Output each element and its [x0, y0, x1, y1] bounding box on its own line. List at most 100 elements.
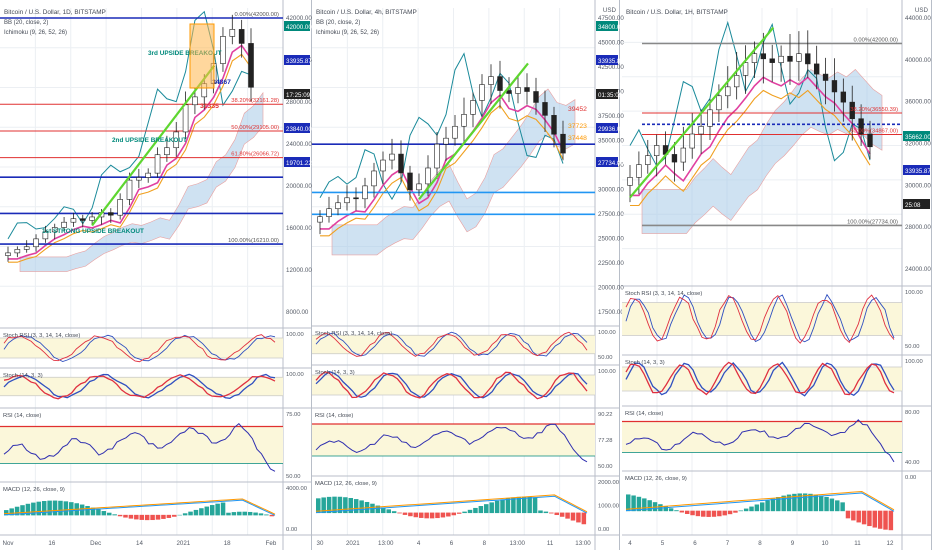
oscillator-band	[0, 338, 283, 358]
oscillator-tick-label: 100.00	[286, 332, 304, 338]
candle-body	[497, 76, 503, 91]
macd-histogram-bar	[861, 510, 867, 525]
candle-body	[389, 153, 395, 161]
price-tick-label: 42500.00	[598, 64, 624, 71]
macd-histogram-bar	[792, 493, 797, 512]
macd-histogram-bar	[722, 510, 727, 516]
macd-histogram-bar	[845, 510, 851, 519]
macd-histogram-bar	[381, 507, 386, 514]
oscillator-label: MACD (12, 26, close, 9)	[3, 487, 65, 493]
macd-histogram-bar	[269, 514, 275, 517]
macd-histogram-bar	[258, 513, 264, 516]
time-tick-label: 30	[317, 540, 324, 547]
price-tick-label: 42000.00	[286, 15, 312, 22]
macd-histogram-bar	[760, 502, 765, 512]
candle-body	[831, 80, 838, 93]
macd-histogram-bar	[883, 510, 888, 530]
macd-histogram-bar	[781, 495, 786, 512]
macd-histogram-bar	[543, 511, 549, 514]
macd-histogram-bar	[631, 495, 636, 512]
oscillator-label: Stoch RSI (3, 3, 14, 14, close)	[315, 331, 392, 337]
trend-line	[418, 62, 529, 200]
macd-histogram-bar	[85, 506, 90, 516]
macd-histogram-bar	[253, 512, 258, 516]
macd-histogram-bar	[776, 497, 781, 512]
macd-histogram-bar	[754, 504, 760, 512]
macd-histogram-bar	[25, 503, 31, 516]
chart-annotation: 37723	[568, 123, 587, 130]
price-tag-box	[284, 89, 310, 99]
macd-histogram-bar	[337, 496, 343, 514]
time-tick-label: 2021	[176, 540, 190, 547]
oscillator-band	[622, 421, 902, 453]
bollinger-band-line	[630, 76, 871, 197]
macd-histogram-bar	[220, 502, 226, 516]
macd-line	[625, 490, 895, 511]
macd-histogram-bar	[489, 502, 494, 514]
macd-histogram-bar	[684, 510, 690, 514]
price-tick-label: 37500.00	[598, 113, 624, 120]
candle-body	[689, 133, 695, 149]
price-tick-label: 27500.00	[598, 211, 624, 218]
oscillator-line	[625, 361, 895, 397]
candle-body	[707, 109, 713, 127]
macd-histogram-bar	[52, 500, 58, 516]
rsi-line	[315, 423, 588, 463]
oscillator-label: MACD (12, 26, close, 9)	[315, 481, 377, 487]
oscillator-tick-label: 0.00	[286, 527, 297, 533]
macd-histogram-bar	[570, 512, 576, 521]
macd-histogram-bar	[123, 514, 128, 518]
macd-histogram-bar	[139, 514, 145, 520]
price-tick-label: 28000.00	[905, 224, 931, 231]
price-tag-box	[596, 55, 618, 65]
candle-body	[858, 118, 864, 135]
oscillator-tick-label: 90.22	[598, 412, 613, 418]
macd-histogram-bar	[134, 514, 139, 520]
candle-body	[680, 147, 687, 163]
bollinger-mid-line	[320, 104, 564, 237]
macd-histogram-bar	[353, 499, 359, 514]
candle-body	[524, 87, 530, 92]
candle-body	[326, 208, 332, 217]
macd-histogram-bar	[727, 510, 733, 515]
time-tick-label: 8	[483, 540, 487, 547]
oscillator-band	[0, 426, 283, 464]
macd-histogram-bar	[96, 509, 101, 516]
macd-histogram-bar	[188, 511, 193, 516]
price-tick-label: 28000.00	[286, 99, 312, 106]
time-tick-label: 6	[693, 540, 697, 547]
macd-histogram-bar	[818, 495, 824, 512]
macd-histogram-bar	[408, 512, 413, 517]
candle-body	[787, 55, 793, 62]
macd-histogram-bar	[565, 512, 570, 519]
chart-title: Bitcoin / U.S. Dollar, 4h, BITSTAMP	[316, 9, 417, 16]
price-tick-label: 8000.00	[286, 309, 309, 316]
macd-histogram-bar	[316, 498, 321, 514]
rsi-line	[625, 419, 895, 463]
candle-body	[488, 76, 494, 85]
candle-body	[849, 101, 855, 120]
macd-histogram-bar	[738, 510, 744, 512]
candle-body	[380, 159, 386, 172]
macd-histogram-bar	[321, 497, 326, 514]
macd-line	[315, 495, 588, 514]
candle-body	[371, 170, 377, 187]
price-tag-box	[596, 89, 618, 99]
oscillator-tick-label: 50.00	[286, 474, 301, 480]
time-tick-label: 11	[547, 540, 554, 547]
price-tick-label: 35000.00	[598, 138, 624, 145]
macd-histogram-bar	[484, 504, 489, 514]
bollinger-mid-line	[630, 89, 871, 207]
macd-histogram-bar	[808, 493, 813, 512]
ichimoku-lagging-line	[629, 20, 871, 167]
macd-histogram-bar	[247, 511, 253, 516]
macd-histogram-bar	[711, 510, 717, 517]
macd-line	[625, 492, 895, 512]
candle-body	[353, 197, 359, 200]
price-tag-box	[284, 55, 310, 65]
oscillator-line	[3, 374, 276, 400]
ichimoku-cloud	[19, 91, 264, 272]
price-tick-label: 45000.00	[598, 40, 624, 47]
oscillator-tick-label: 100.00	[598, 369, 616, 375]
candle-body	[398, 153, 404, 174]
